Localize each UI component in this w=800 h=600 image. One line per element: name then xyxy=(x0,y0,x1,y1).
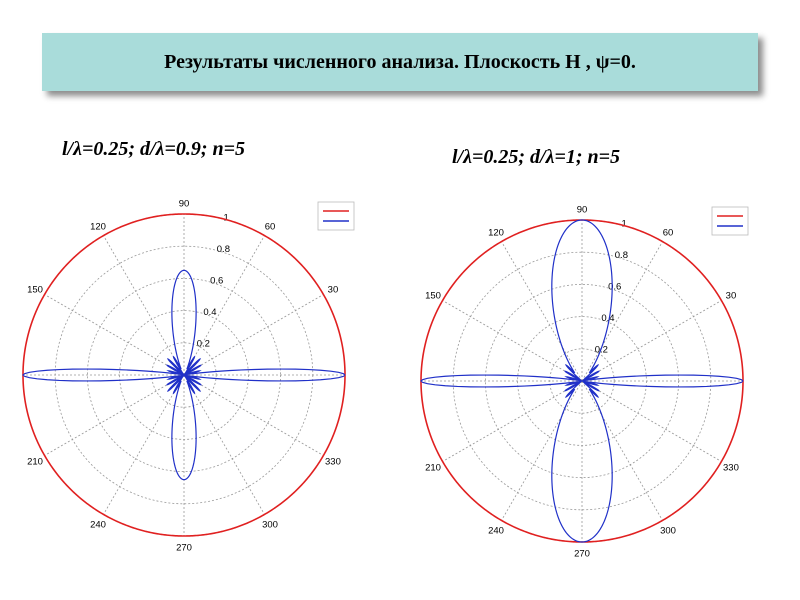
legend xyxy=(317,201,355,231)
angle-tick-label: 30 xyxy=(726,291,737,302)
chart-2-title: l/λ=0.25; d/λ=1; n=5 xyxy=(452,146,621,168)
angle-tick-label: 300 xyxy=(262,519,278,530)
angle-tick-label: 240 xyxy=(488,525,504,536)
radial-tick-label: 0.2 xyxy=(197,339,210,350)
radial-tick-label: 0.8 xyxy=(217,244,230,255)
title-banner: Результаты численного анализа. Плоскость… xyxy=(42,33,758,91)
series-pattern-line xyxy=(420,219,744,543)
angular-grid-spoke xyxy=(183,235,265,376)
angle-tick-label: 330 xyxy=(325,457,341,468)
angular-grid-spoke xyxy=(183,374,265,515)
angular-grid-spoke xyxy=(581,241,663,382)
angular-grid-spoke xyxy=(103,235,185,376)
series-pattern-line xyxy=(22,269,346,481)
angular-grid-spoke xyxy=(183,374,324,456)
page-title: Результаты численного анализа. Плоскость… xyxy=(164,50,636,73)
angular-grid-spoke xyxy=(581,300,722,382)
angular-grid-spoke xyxy=(183,294,324,376)
angle-tick-label: 120 xyxy=(488,228,504,239)
angle-tick-label: 90 xyxy=(577,205,588,216)
angle-tick-label: 240 xyxy=(90,519,106,530)
angular-grid-spoke xyxy=(44,374,185,456)
angle-tick-label: 210 xyxy=(27,457,43,468)
angular-grid-spoke xyxy=(581,380,722,462)
angle-tick-label: 270 xyxy=(176,543,192,554)
angle-tick-label: 90 xyxy=(179,199,190,210)
angle-tick-label: 150 xyxy=(27,285,43,296)
radial-tick-label: 0.4 xyxy=(601,313,614,324)
chart-1-title: l/λ=0.25; d/λ=0.9; n=5 xyxy=(62,138,246,160)
angle-tick-label: 300 xyxy=(660,525,676,536)
angle-tick-label: 270 xyxy=(574,549,590,560)
angle-tick-label: 330 xyxy=(723,463,739,474)
angle-tick-label: 60 xyxy=(663,228,674,239)
legend-box xyxy=(711,206,749,236)
angular-grid-spoke xyxy=(581,380,663,521)
polar-chart-1: 30 60 90 120 150 210 240 270 300 330 0.2 0.4 0.6 0.8 1 xyxy=(22,199,355,554)
angle-tick-label: 150 xyxy=(425,291,441,302)
legend-box xyxy=(317,201,355,231)
radial-tick-label: 1 xyxy=(621,219,626,230)
angular-grid-spoke xyxy=(501,241,583,382)
angle-tick-label: 210 xyxy=(425,463,441,474)
angular-grid-spoke xyxy=(44,294,185,376)
angular-grid-spoke xyxy=(442,300,583,382)
angle-tick-label: 60 xyxy=(265,222,276,233)
radial-tick-label: 1 xyxy=(223,213,228,224)
radial-tick-label: 0.8 xyxy=(615,250,628,261)
radial-tick-label: 0.6 xyxy=(608,282,621,293)
angle-tick-label: 30 xyxy=(328,285,339,296)
legend xyxy=(711,206,749,236)
angular-grid-spoke xyxy=(501,380,583,521)
radial-tick-label: 0.4 xyxy=(203,307,216,318)
radial-tick-label: 0.6 xyxy=(210,276,223,287)
angle-tick-label: 120 xyxy=(90,222,106,233)
angular-grid-spoke xyxy=(442,380,583,462)
angular-grid-spoke xyxy=(103,374,185,515)
